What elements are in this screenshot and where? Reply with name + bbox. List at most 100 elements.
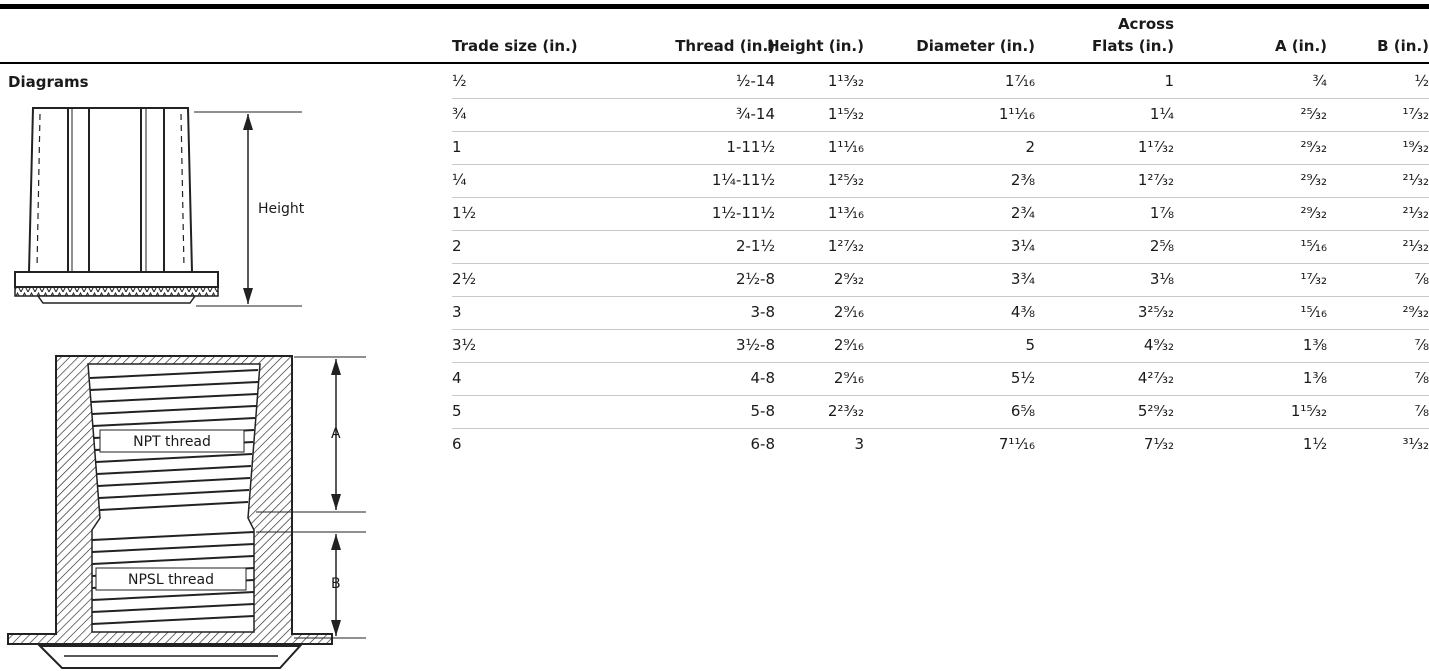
table-row: ¼ 1¼-11½ 1²⁵⁄₃₂ 2⅜ 1²⁷⁄₃₂ ²⁹⁄₃₂ ²¹⁄₃₂ <box>452 164 1429 198</box>
a-dimension-label: A <box>331 426 341 442</box>
cell-a: 1½ <box>1302 435 1327 453</box>
cell-diameter: 6⅝ <box>1010 402 1035 420</box>
cell-thread: 4-8 <box>750 369 776 387</box>
b-dimension-label: B <box>331 576 341 592</box>
table-row: 4 4-8 2⁹⁄₁₆ 5½ 4²⁷⁄₃₂ 1⅜ ⅞ <box>452 362 1429 396</box>
npsl-thread-label: NPSL thread <box>128 572 214 588</box>
cell-b: ²⁹⁄₃₂ <box>1402 303 1429 321</box>
header-a: A (in.) <box>1274 37 1327 55</box>
cell-a: ¹⁷⁄₃₂ <box>1300 270 1327 288</box>
table-row: ½ ½-14 1¹³⁄₃₂ 1⁷⁄₁₆ 1 ¾ ½ <box>452 65 1429 99</box>
cell-diameter: 3¼ <box>1010 237 1035 255</box>
cell-diameter: 2 <box>1025 138 1035 156</box>
cell-b: ¹⁹⁄₃₂ <box>1402 138 1429 156</box>
cell-across-flats: 3²⁵⁄₃₂ <box>1137 303 1174 321</box>
cell-a: ²⁵⁄₃₂ <box>1300 105 1327 123</box>
diagrams-section-label: Diagrams <box>8 73 89 91</box>
cell-thread: 1-11½ <box>726 138 775 156</box>
cell-a: ²⁹⁄₃₂ <box>1300 171 1327 189</box>
cell-b: ²¹⁄₃₂ <box>1402 171 1429 189</box>
cell-trade-size: ¾ <box>452 105 467 123</box>
cell-trade-size: 5 <box>452 402 462 420</box>
cell-trade-size: 1 <box>452 138 462 156</box>
cell-thread: 3-8 <box>750 303 776 321</box>
cell-across-flats: 1 <box>1164 72 1174 90</box>
cell-b: ³¹⁄₃₂ <box>1402 435 1429 453</box>
cell-b: ²¹⁄₃₂ <box>1402 237 1429 255</box>
cell-height: 2⁹⁄₁₆ <box>833 303 864 321</box>
table-row: 1½ 1½-11½ 1¹³⁄₁₆ 2¾ 1⅞ ²⁹⁄₃₂ ²¹⁄₃₂ <box>452 197 1429 231</box>
cell-b: ¹⁷⁄₃₂ <box>1402 105 1429 123</box>
cell-diameter: 1¹¹⁄₁₆ <box>998 105 1035 123</box>
cell-thread: ¾-14 <box>735 105 775 123</box>
cell-height: 3 <box>854 435 864 453</box>
cell-diameter: 3¾ <box>1010 270 1035 288</box>
cell-height: 2⁹⁄₁₆ <box>833 369 864 387</box>
cell-diameter: 2¾ <box>1010 204 1035 222</box>
cell-thread: 1¼-11½ <box>711 171 775 189</box>
header-diameter: Diameter (in.) <box>916 37 1035 55</box>
cell-height: 1¹⁵⁄₃₂ <box>827 105 864 123</box>
cell-across-flats: 5²⁹⁄₃₂ <box>1137 402 1174 420</box>
cell-thread: 5-8 <box>750 402 776 420</box>
table-row: 2 2-1½ 1²⁷⁄₃₂ 3¼ 2⅝ ¹⁵⁄₁₆ ²¹⁄₃₂ <box>452 230 1429 264</box>
header-trade-size: Trade size (in.) <box>452 37 578 55</box>
cell-thread: ½-14 <box>735 72 775 90</box>
cell-height: 1¹¹⁄₁₆ <box>827 138 864 156</box>
cell-trade-size: ¼ <box>452 171 467 189</box>
header-b: B (in.) <box>1377 37 1429 55</box>
cell-b: ⅞ <box>1414 402 1429 420</box>
height-dimension-label: Height <box>258 201 305 217</box>
cell-across-flats: 7¹⁄₃₂ <box>1143 435 1174 453</box>
cell-height: 2⁹⁄₃₂ <box>833 270 864 288</box>
cell-diameter: 4⅜ <box>1010 303 1035 321</box>
cell-across-flats: 4²⁷⁄₃₂ <box>1137 369 1174 387</box>
cell-trade-size: 3 <box>452 303 462 321</box>
header-height: Height (in.) <box>767 37 864 55</box>
cell-diameter: 5 <box>1025 336 1035 354</box>
cell-height: 1¹³⁄₁₆ <box>827 204 864 222</box>
cell-diameter: 5½ <box>1010 369 1035 387</box>
header-thread: Thread (in.) <box>675 37 775 55</box>
cell-thread: 6-8 <box>750 435 776 453</box>
table-row: ¾ ¾-14 1¹⁵⁄₃₂ 1¹¹⁄₁₆ 1¼ ²⁵⁄₃₂ ¹⁷⁄₃₂ <box>452 98 1429 132</box>
table-row: 3½ 3½-8 2⁹⁄₁₆ 5 4⁹⁄₃₂ 1⅜ ⅞ <box>452 329 1429 363</box>
cell-b: ⅞ <box>1414 336 1429 354</box>
cell-b: ²¹⁄₃₂ <box>1402 204 1429 222</box>
cell-trade-size: 1½ <box>452 204 477 222</box>
cell-height: 1²⁵⁄₃₂ <box>827 171 864 189</box>
cell-a: 1¹⁵⁄₃₂ <box>1290 402 1327 420</box>
cell-trade-size: 4 <box>452 369 462 387</box>
cell-height: 2²³⁄₃₂ <box>827 402 864 420</box>
cell-thread: 3½-8 <box>735 336 775 354</box>
table-row: 1 1-11½ 1¹¹⁄₁₆ 2 1¹⁷⁄₃₂ ²⁹⁄₃₂ ¹⁹⁄₃₂ <box>452 131 1429 165</box>
cell-trade-size: 2½ <box>452 270 477 288</box>
hub-exterior-diagram: Height <box>14 107 305 307</box>
cell-a: 1⅜ <box>1302 336 1327 354</box>
cell-across-flats: 4⁹⁄₃₂ <box>1143 336 1174 354</box>
header-across-flats-line1: Across <box>1117 15 1174 33</box>
cell-trade-size: 6 <box>452 435 462 453</box>
cell-diameter: 2⅜ <box>1010 171 1035 189</box>
cell-b: ½ <box>1414 72 1429 90</box>
cell-diameter: 1⁷⁄₁₆ <box>1004 72 1035 90</box>
cell-a: ¾ <box>1312 72 1327 90</box>
hub-section-diagram: NPT thread NPSL thread A B <box>7 355 366 669</box>
table-row: 6 6-8 3 7¹¹⁄₁₆ 7¹⁄₃₂ 1½ ³¹⁄₃₂ <box>452 428 1429 461</box>
cell-trade-size: 3½ <box>452 336 477 354</box>
cell-across-flats: 1¹⁷⁄₃₂ <box>1137 138 1174 156</box>
cell-a: ²⁹⁄₃₂ <box>1300 138 1327 156</box>
cell-across-flats: 3⅛ <box>1149 270 1174 288</box>
cell-across-flats: 1⅞ <box>1149 204 1174 222</box>
cell-across-flats: 1²⁷⁄₃₂ <box>1137 171 1174 189</box>
cell-thread: 2½-8 <box>735 270 775 288</box>
cell-trade-size: 2 <box>452 237 462 255</box>
table-row: 5 5-8 2²³⁄₃₂ 6⅝ 5²⁹⁄₃₂ 1¹⁵⁄₃₂ ⅞ <box>452 395 1429 429</box>
cell-height: 1²⁷⁄₃₂ <box>827 237 864 255</box>
cell-b: ⅞ <box>1414 270 1429 288</box>
cell-trade-size: ½ <box>452 72 467 90</box>
cell-a: 1⅜ <box>1302 369 1327 387</box>
header-across-flats-line2: Flats (in.) <box>1091 37 1174 55</box>
cell-thread: 2-1½ <box>735 237 775 255</box>
cell-a: ¹⁵⁄₁₆ <box>1300 237 1327 255</box>
